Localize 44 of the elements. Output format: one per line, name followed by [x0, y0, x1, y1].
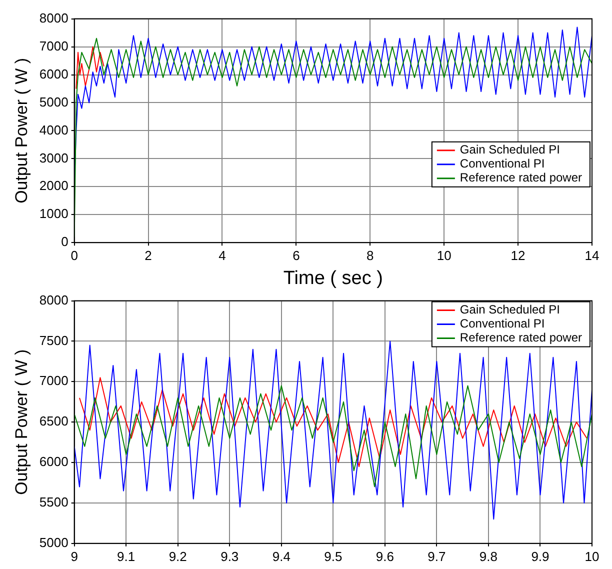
y-tick-label: 6000 [39, 454, 68, 470]
y-tick-label: 7000 [39, 38, 68, 54]
x-tick-label: 9.1 [117, 548, 136, 564]
x-tick-label: 6 [292, 248, 300, 263]
x-tick-label: 14 [584, 248, 600, 263]
x-tick-label: 9.3 [220, 548, 239, 564]
y-tick-label: 5000 [39, 94, 68, 110]
x-tick-label: 12 [510, 248, 526, 263]
x-tick-label: 10 [584, 548, 600, 564]
x-tick-label: 9 [70, 548, 78, 564]
legend-label: Conventional PI [460, 316, 545, 331]
y-tick-label: 5500 [39, 494, 68, 510]
y-tick-label: 6500 [39, 414, 68, 429]
legend-label: Reference rated power [460, 330, 582, 345]
y-axis-title: Output Power ( W ) [12, 349, 31, 495]
y-tick-label: 2000 [39, 178, 68, 194]
x-tick-label: 9.2 [168, 548, 187, 564]
x-tick-label: 9.5 [324, 548, 342, 564]
legend-label: Gain Scheduled PI [460, 142, 560, 157]
x-tick-label: 4 [218, 248, 226, 263]
y-axis-title: Output Power ( W ) [12, 58, 31, 204]
x-tick-label: 0 [70, 248, 78, 263]
y-tick-label: 7000 [39, 373, 68, 388]
y-tick-label: 8000 [39, 10, 68, 26]
x-tick-label: 2 [144, 248, 152, 263]
y-tick-label: 8000 [39, 292, 68, 308]
x-tick-label: 9.6 [376, 548, 394, 564]
x-axis-title: Time ( sec ) [283, 268, 383, 289]
y-tick-label: 4000 [39, 122, 68, 138]
y-tick-label: 7500 [39, 332, 68, 348]
x-tick-label: 9.9 [531, 548, 550, 564]
y-tick-label: 0 [61, 234, 68, 250]
legend-label: Conventional PI [460, 156, 545, 171]
x-tick-label: 10 [436, 248, 452, 263]
legend-label: Reference rated power [460, 170, 582, 185]
y-tick-label: 5000 [39, 534, 68, 550]
x-tick-label: 9.7 [428, 548, 446, 564]
y-tick-label: 6000 [39, 66, 68, 82]
y-tick-label: 1000 [39, 206, 68, 222]
x-tick-label: 9.4 [272, 548, 290, 564]
x-tick-label: 8 [366, 248, 374, 263]
x-tick-label: 9.8 [479, 548, 498, 564]
y-tick-label: 3000 [39, 150, 68, 166]
legend-label: Gain Scheduled PI [460, 302, 560, 317]
